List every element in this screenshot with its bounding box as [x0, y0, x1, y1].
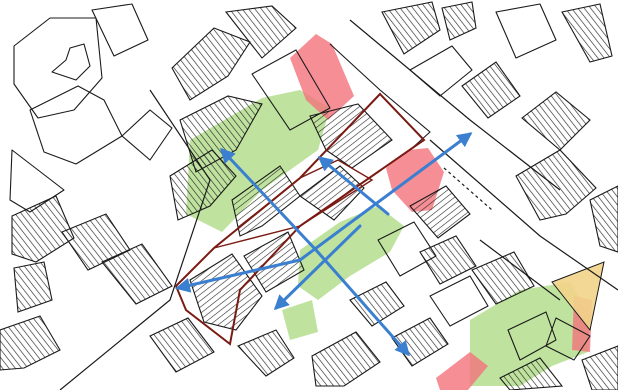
parcel [251, 49, 331, 131]
building-block [499, 357, 564, 390]
building-block [11, 195, 75, 263]
building-block [237, 329, 295, 377]
arrowhead-icon [219, 147, 318, 252]
parcel [545, 317, 591, 361]
parcel [377, 221, 437, 277]
street-edge [59, 89, 211, 390]
arrowhead-icon [298, 132, 473, 262]
building-block [0, 315, 61, 371]
building-block [381, 1, 441, 55]
building-block [171, 27, 251, 101]
street-edge [479, 239, 561, 301]
parcel [495, 3, 557, 59]
parcel [9, 149, 65, 213]
building-block [224, 5, 297, 59]
building-block [521, 91, 591, 151]
parcel [429, 275, 489, 327]
parcel [51, 43, 91, 81]
building-block [441, 1, 477, 41]
parcel [13, 17, 103, 119]
building-block [561, 3, 613, 63]
green-space [470, 282, 590, 386]
building-block [589, 185, 618, 253]
parcel-outlines [9, 3, 591, 361]
building-block [169, 149, 237, 221]
building-block [311, 331, 381, 387]
parcel [409, 45, 473, 97]
building-block [101, 243, 173, 305]
parcel [91, 3, 149, 57]
building-block [349, 281, 405, 327]
parcel [29, 85, 123, 165]
frontage [436, 352, 488, 390]
arrowhead-icon [175, 258, 302, 293]
building-block [243, 231, 305, 293]
arrowhead-icon [314, 248, 410, 357]
building-block [149, 317, 215, 373]
green-space [298, 206, 404, 300]
street-lines [59, 19, 618, 390]
building-block [391, 317, 449, 367]
building-block [309, 103, 393, 169]
yellow-area [551, 261, 605, 332]
green-space [282, 300, 318, 340]
frontage [290, 34, 354, 120]
building-block [471, 251, 535, 305]
arrowhead-icon [317, 156, 390, 216]
street-edge [429, 139, 618, 291]
building-block [409, 185, 471, 239]
building-block [515, 149, 597, 221]
street-edge [443, 167, 493, 211]
parcel [329, 43, 431, 151]
site-boundary-inner [213, 159, 374, 249]
building-block [13, 261, 53, 313]
building-block [581, 345, 618, 390]
arrowhead-icon [273, 224, 362, 311]
parcel [121, 109, 173, 161]
green-space-layer [186, 90, 590, 386]
parcel [507, 311, 557, 361]
building-block [419, 235, 477, 285]
movement-arrows [175, 132, 473, 357]
building-block [461, 61, 521, 119]
street-edge [349, 19, 561, 191]
